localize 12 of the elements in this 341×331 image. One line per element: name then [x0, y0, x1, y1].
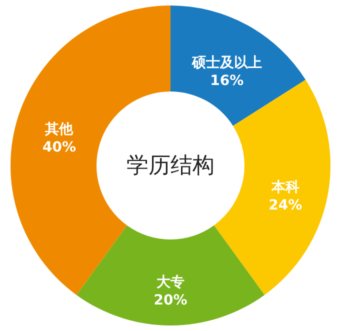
donut-slice — [170, 6, 306, 126]
text: 学历结构 — [126, 154, 214, 178]
slice-label: 其他 — [44, 121, 74, 138]
donut-slice — [76, 225, 265, 326]
slice-label: 硕士及以上 — [190, 54, 262, 71]
donut-slice — [10, 6, 170, 295]
data-label: 40% — [42, 139, 76, 156]
slice-label: 大专 — [156, 274, 184, 290]
data-label: 16% — [210, 72, 244, 89]
data-label: 24% — [268, 197, 302, 214]
slice-label: 本科 — [270, 179, 300, 196]
data-label: 20% — [154, 292, 188, 308]
